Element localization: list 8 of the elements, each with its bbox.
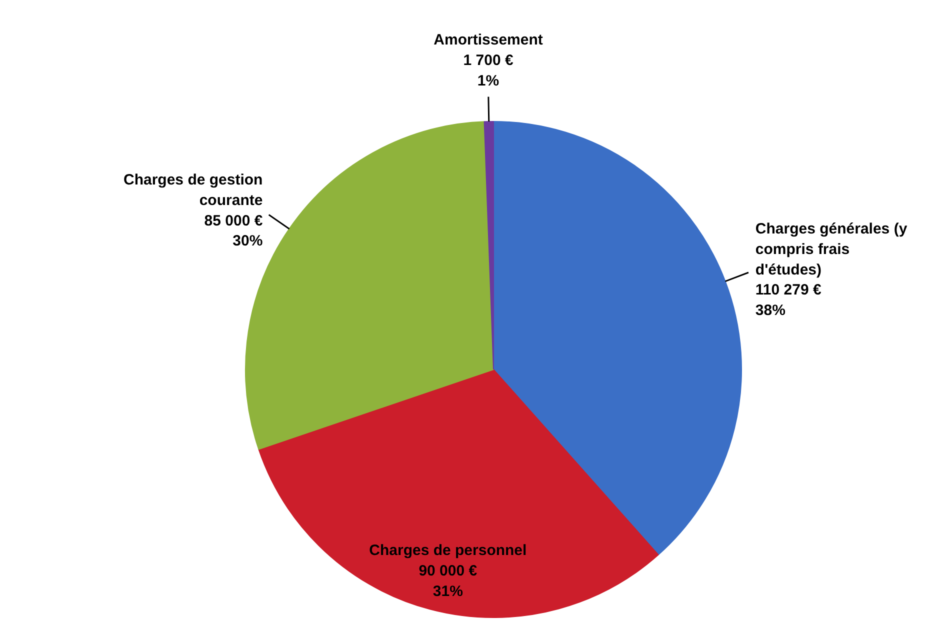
slice-label: Amortissement — [434, 32, 543, 49]
slice-label: Charges de personnel — [369, 542, 527, 560]
data-label: 90 000 € 31% — [418, 562, 478, 600]
slice-label: Charges de gestion courante — [124, 171, 263, 209]
data-label: 85 000 € 30% — [204, 212, 264, 250]
data-label: 1 700 € 1% — [463, 52, 514, 90]
slice-label: Charges générales (y compris frais d'études) — [755, 220, 908, 278]
data-label: 110 279 € 38% — [755, 282, 822, 320]
